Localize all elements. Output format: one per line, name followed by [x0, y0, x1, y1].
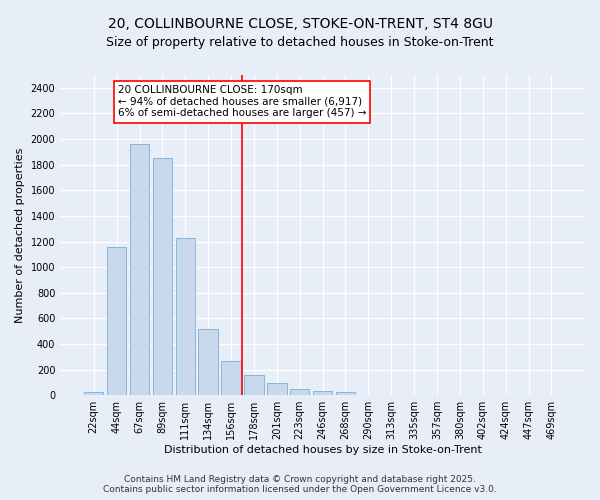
Bar [130, 144, 149, 395]
Text: Size of property relative to detached houses in Stoke-on-Trent: Size of property relative to detached ho… [106, 36, 494, 49]
Bar [267, 383, 287, 395]
Text: 20, COLLINBOURNE CLOSE, STOKE-ON-TRENT, ST4 8GU: 20, COLLINBOURNE CLOSE, STOKE-ON-TRENT, … [107, 18, 493, 32]
Bar [221, 360, 241, 395]
Bar [176, 238, 195, 395]
Bar [336, 392, 355, 395]
Text: 20 COLLINBOURNE CLOSE: 170sqm
← 94% of detached houses are smaller (6,917)
6% of: 20 COLLINBOURNE CLOSE: 170sqm ← 94% of d… [118, 85, 366, 118]
Bar [199, 329, 218, 395]
Bar [107, 246, 127, 395]
Bar [84, 392, 103, 395]
X-axis label: Distribution of detached houses by size in Stoke-on-Trent: Distribution of detached houses by size … [164, 445, 482, 455]
Bar [152, 158, 172, 395]
Bar [244, 374, 263, 395]
Bar [313, 391, 332, 395]
Bar [359, 394, 378, 395]
Bar [290, 390, 310, 395]
Y-axis label: Number of detached properties: Number of detached properties [15, 148, 25, 323]
Text: Contains HM Land Registry data © Crown copyright and database right 2025.
Contai: Contains HM Land Registry data © Crown c… [103, 474, 497, 494]
